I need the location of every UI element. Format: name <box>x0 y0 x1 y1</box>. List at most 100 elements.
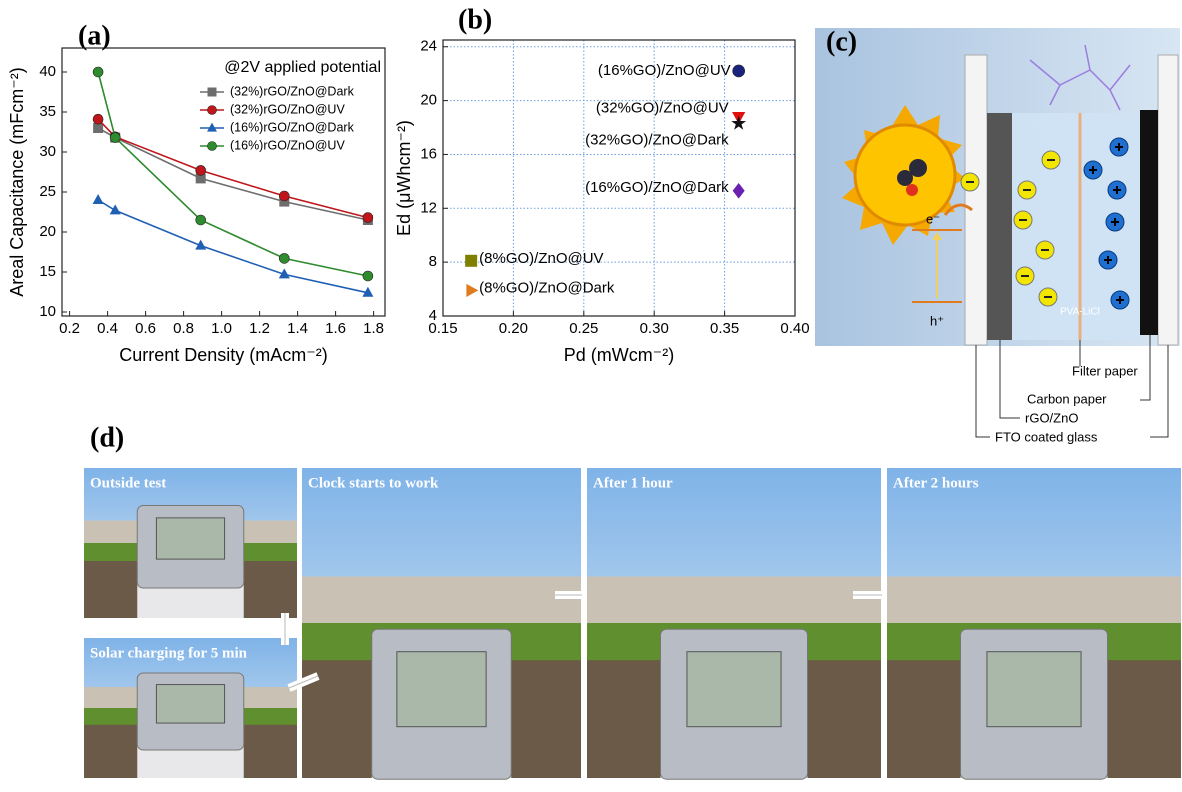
marker <box>195 173 206 184</box>
photo: Outside test <box>84 468 297 618</box>
charts: (a) 0.2 0.4 0.6 0.8 1.0 1.2 1.4 1.6 1.8 10 15 20 25 30… <box>7 4 810 364</box>
photo: After 2 hours <box>887 468 1181 780</box>
line <box>97 199 369 294</box>
marker <box>362 286 374 297</box>
marker <box>362 212 374 223</box>
electrolyte-label: PVA-LiCl <box>1060 307 1100 318</box>
plot-frame <box>442 39 796 317</box>
x-tick-label: 0.25 <box>569 320 598 337</box>
marker <box>109 132 121 143</box>
y-tick-label: 25 <box>39 183 56 200</box>
x-tick-label: 1.6 <box>325 320 346 337</box>
marker <box>732 64 745 78</box>
y-tick-label: 10 <box>39 303 56 320</box>
photo-caption: After 2 hours <box>893 475 979 491</box>
point-label: (32%GO)/ZnO@Dark <box>585 131 729 148</box>
legend-marker <box>207 105 217 115</box>
legend-marker <box>207 87 217 97</box>
y-axis-title: Areal Capacitance (mFcm⁻²) <box>7 67 27 297</box>
y-tick-label: 16 <box>420 145 437 162</box>
layer-label: rGO/ZnO <box>1025 410 1078 425</box>
arrow <box>288 675 319 689</box>
x-tick-label: 0.15 <box>428 320 457 337</box>
point-label: (32%GO)/ZnO@UV <box>596 100 729 117</box>
clock-screen <box>396 651 487 728</box>
marker <box>195 214 206 226</box>
x-tick-label: 0.20 <box>499 320 528 337</box>
hole-label: h⁺ <box>930 313 944 328</box>
legend-label: (32%)rGO/ZnO@UV <box>230 102 345 116</box>
y-tick-label: 15 <box>39 263 56 280</box>
photo-caption: Solar charging for 5 min <box>90 645 248 661</box>
y-tick-label: 12 <box>420 199 437 216</box>
y-tick-label: 8 <box>429 253 437 270</box>
x-tick-label: 0.40 <box>780 320 809 337</box>
y-axis-title: Ed (μWhcm⁻²) <box>394 120 414 236</box>
marker <box>195 165 206 176</box>
marker <box>195 239 207 250</box>
marker <box>92 194 104 204</box>
fto-glass <box>1157 54 1179 346</box>
x-tick-label: 1.2 <box>249 320 270 337</box>
panel-label: (b) <box>458 4 492 35</box>
clock-screen <box>155 517 226 560</box>
chart: (a) 0.2 0.4 0.6 0.8 1.0 1.2 1.4 1.6 1.8 10 15 20 25 30… <box>7 20 386 365</box>
y-tick-label: 20 <box>39 223 56 240</box>
marker <box>109 204 121 215</box>
marker <box>278 253 290 264</box>
legend-marker <box>207 141 217 151</box>
ions <box>960 137 1130 310</box>
y-tick-label: 4 <box>429 307 437 324</box>
point-label: (8%GO)/ZnO@Dark <box>479 279 615 296</box>
dendrite <box>1029 44 1131 111</box>
y-tick-label: 35 <box>39 103 56 120</box>
marker <box>93 123 104 133</box>
sun <box>842 105 965 245</box>
clock-screen <box>686 651 782 728</box>
rgo-zno-layer <box>987 113 1012 340</box>
marker <box>92 113 104 125</box>
carbon-paper <box>1140 110 1158 335</box>
x-tick-label: 0.8 <box>173 320 194 337</box>
photo-caption: Outside test <box>90 475 166 491</box>
point-label: (16%GO)/ZnO@UV <box>598 62 731 79</box>
annotation: @2V applied potential <box>224 59 381 76</box>
photo-caption: After 1 hour <box>593 475 673 491</box>
legend-marker <box>207 122 217 132</box>
layer-label: FTO coated glass <box>995 429 1098 444</box>
layer-label: Carbon paper <box>1027 391 1107 406</box>
layer-label: Filter paper <box>1072 363 1138 378</box>
arrow <box>287 672 320 692</box>
leader-lines <box>975 335 1169 438</box>
y-tick-label: 24 <box>420 38 437 55</box>
x-tick-label: 1.4 <box>287 320 308 337</box>
x-tick-label: 0.4 <box>97 320 118 337</box>
marker <box>278 190 290 202</box>
energy-diagram <box>912 203 973 303</box>
marker <box>731 115 747 130</box>
panel-label: (d) <box>90 422 124 453</box>
legend-label: (32%)rGO/ZnO@Dark <box>230 84 355 98</box>
marker <box>278 268 290 279</box>
chart: (b) 0.15 0.20 0.25 0.30 0.35 0.40 4 8 12 16 20 24 Pd … <box>394 4 810 364</box>
clock-screen <box>986 651 1082 728</box>
y-tick-label: 40 <box>39 63 56 80</box>
x-axis-title: Current Density (mAcm⁻²) <box>119 345 328 365</box>
marker <box>465 254 478 267</box>
marker <box>362 270 374 282</box>
x-tick-label: 0.2 <box>59 320 80 337</box>
point-label: (16%GO)/ZnO@Dark <box>585 179 729 196</box>
legend-label: (16%)rGO/ZnO@Dark <box>230 120 355 134</box>
photo-caption: Clock starts to work <box>308 475 439 491</box>
x-tick-label: 0.35 <box>710 320 739 337</box>
panel-c: (c) PVA-LiCl e⁻ h⁺ <box>815 26 1180 444</box>
point-label: (8%GO)/ZnO@UV <box>479 250 603 267</box>
legend-label: (16%)rGO/ZnO@UV <box>230 138 345 152</box>
x-tick-label: 1.0 <box>211 320 232 337</box>
marker <box>466 283 479 298</box>
clock-screen <box>155 684 226 724</box>
panel-label: (a) <box>78 20 111 51</box>
plot-frame <box>61 47 386 317</box>
x-tick-label: 0.6 <box>135 320 156 337</box>
